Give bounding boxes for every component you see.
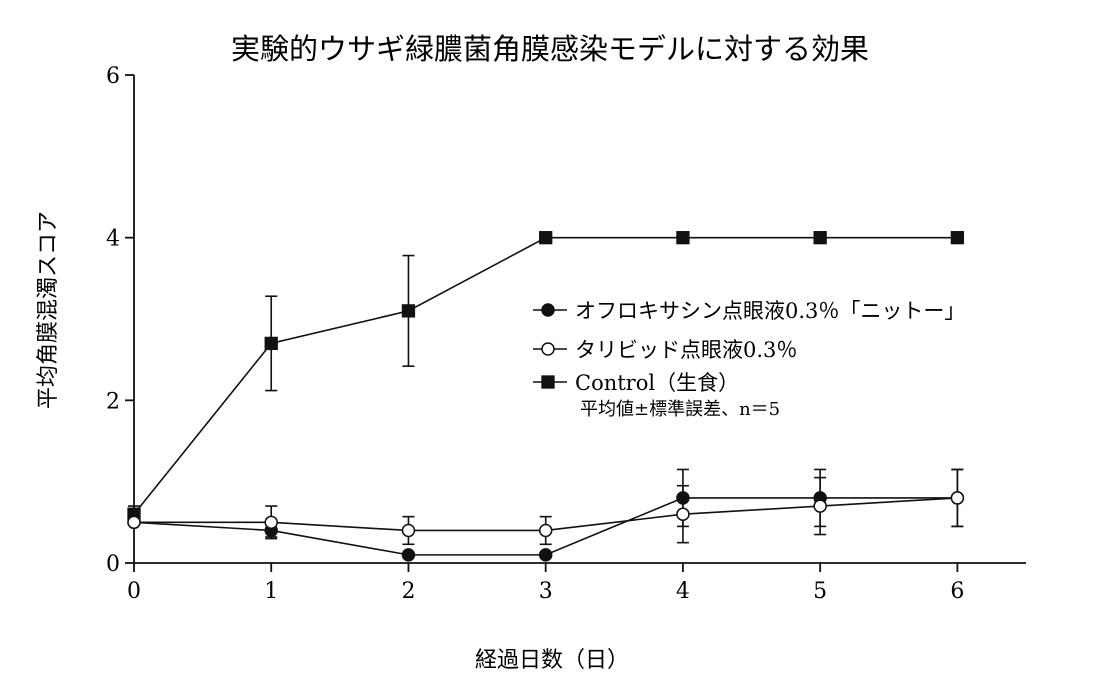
x-tick-label-0: 0	[127, 579, 141, 604]
series-3-point-6	[950, 231, 965, 245]
legend-label-2: タリビッド点眼液0.3％	[575, 338, 797, 362]
y-tick-label-6: 6	[106, 64, 120, 89]
legend-label-3: Control（生食）	[575, 371, 739, 395]
y-tick-label-2: 2	[106, 389, 120, 414]
legend-item-3: Control（生食）	[533, 371, 739, 395]
chart-title: 実験的ウサギ緑膿菌角膜感染モデルに対する効果	[231, 32, 869, 66]
legend-label-1: オフロキサシン点眼液0.3％「ニットー」	[575, 299, 965, 323]
y-tick-label-0: 0	[106, 552, 120, 577]
series-2-point-4	[676, 507, 690, 521]
x-ticks: 0 1 2 3 4 5 6	[127, 563, 964, 604]
x-tick-label-3: 3	[539, 579, 553, 604]
series-2	[127, 468, 965, 546]
series-1	[127, 468, 965, 562]
x-axis-title: 経過日数（日）	[475, 648, 629, 673]
series-2-point-5	[813, 499, 827, 513]
series-3-point-1	[264, 336, 278, 351]
legend-marker-2	[541, 342, 555, 356]
x-tick-label-2: 2	[401, 579, 415, 604]
series-3-point-5	[813, 231, 827, 245]
series-1-point-2	[401, 548, 416, 562]
y-tick-label-4: 4	[106, 227, 120, 252]
x-tick-label-6: 6	[950, 579, 964, 604]
series-layer	[127, 231, 965, 562]
legend-marker-1	[541, 303, 555, 317]
x-tick-label-5: 5	[813, 579, 827, 604]
legend: オフロキサシン点眼液0.3％「ニットー」タリビッド点眼液0.3％ Control（…	[533, 299, 965, 395]
legend-item-1: オフロキサシン点眼液0.3％「ニットー」	[533, 299, 965, 323]
x-tick-label-4: 4	[676, 579, 690, 604]
series-1-point-3	[538, 548, 553, 562]
legend-item-2: タリビッド点眼液0.3％	[533, 338, 797, 362]
series-3-point-3	[539, 231, 553, 245]
y-ticks: 0 2 4 6	[106, 64, 134, 577]
y-axis-title: 平均角膜混濁スコア	[36, 211, 61, 409]
series-2-point-2	[401, 523, 416, 538]
series-3-point-2	[401, 304, 416, 318]
legend-marker-3	[541, 375, 555, 389]
series-2-point-3	[538, 523, 553, 538]
series-2-point-1	[264, 515, 278, 530]
series-3-point-4	[676, 231, 690, 245]
series-2-point-6	[950, 491, 965, 505]
series-2-point-0	[127, 515, 141, 530]
x-tick-label-1: 1	[264, 579, 278, 604]
legend-note: 平均値±標準誤差、n＝5	[580, 399, 780, 420]
plot-area: 0 1 2 3 4 5 6 0 2 4 6	[106, 64, 1026, 604]
